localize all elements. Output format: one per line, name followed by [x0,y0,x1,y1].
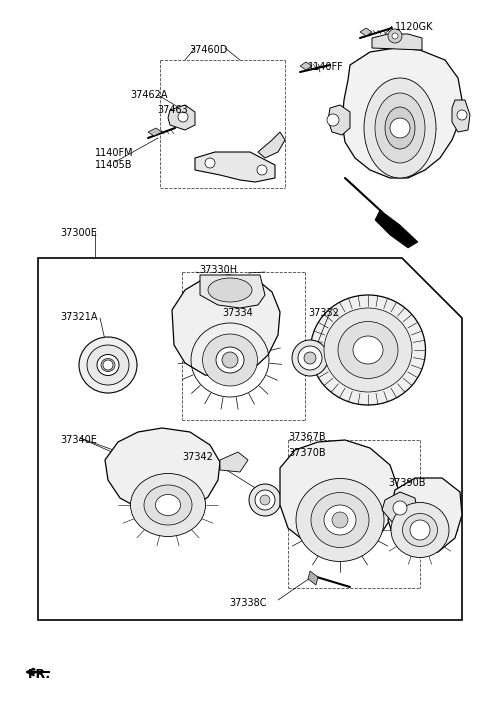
Text: 37460D: 37460D [189,45,227,55]
Circle shape [249,484,281,516]
Circle shape [457,110,467,120]
Ellipse shape [311,493,369,547]
Circle shape [410,520,430,540]
Ellipse shape [208,278,252,302]
Ellipse shape [79,337,137,393]
Text: 37338C: 37338C [229,598,267,608]
Ellipse shape [296,479,384,561]
Polygon shape [200,275,265,308]
Polygon shape [328,105,350,135]
Polygon shape [258,132,285,158]
Ellipse shape [97,354,119,375]
Ellipse shape [385,107,415,149]
Text: 37332: 37332 [308,308,339,318]
Polygon shape [382,492,418,525]
Text: 37340E: 37340E [60,435,97,445]
Circle shape [260,495,270,505]
Ellipse shape [203,334,257,386]
Text: 37300E: 37300E [60,228,97,238]
Polygon shape [300,62,312,70]
Ellipse shape [216,347,244,373]
Polygon shape [195,152,275,182]
Circle shape [298,346,322,370]
Polygon shape [452,100,470,132]
Circle shape [292,340,328,376]
Ellipse shape [353,336,383,364]
Ellipse shape [144,485,192,525]
Ellipse shape [364,78,436,178]
Text: 37342: 37342 [182,452,213,462]
Polygon shape [148,128,162,136]
Polygon shape [220,452,248,472]
Circle shape [392,33,398,39]
Text: 11405B: 11405B [95,160,132,170]
Text: 37321A: 37321A [60,312,97,322]
Text: 37463: 37463 [157,105,188,115]
Circle shape [327,114,339,126]
Text: 1120GK: 1120GK [395,22,433,32]
Ellipse shape [131,474,205,537]
Polygon shape [360,28,372,36]
Ellipse shape [324,505,356,535]
Ellipse shape [403,513,437,547]
Circle shape [390,118,410,138]
Text: FR.: FR. [28,668,51,681]
Circle shape [255,490,275,510]
Text: 1140FF: 1140FF [308,62,344,72]
Text: 37390B: 37390B [388,478,425,488]
Polygon shape [342,48,462,178]
Polygon shape [372,34,422,50]
Polygon shape [38,258,462,620]
Polygon shape [105,428,220,514]
Text: 37370B: 37370B [288,448,325,458]
Circle shape [304,352,316,364]
Polygon shape [168,105,195,130]
Ellipse shape [101,358,115,371]
Circle shape [103,360,113,370]
Ellipse shape [87,345,129,385]
Text: 37334: 37334 [222,308,253,318]
Text: 1140FM: 1140FM [95,148,133,158]
Text: 37462A: 37462A [130,90,168,100]
Ellipse shape [156,494,180,515]
Circle shape [178,112,188,122]
Circle shape [332,512,348,528]
Polygon shape [308,571,318,585]
Ellipse shape [311,295,425,405]
Polygon shape [280,440,398,550]
Ellipse shape [324,308,412,392]
Circle shape [222,352,238,368]
Ellipse shape [375,93,425,163]
Circle shape [388,29,402,43]
Polygon shape [375,210,418,248]
Polygon shape [388,478,462,555]
Circle shape [393,501,407,515]
Circle shape [257,165,267,175]
Ellipse shape [391,503,449,558]
Text: 37367B: 37367B [288,432,325,442]
Text: 37330H: 37330H [199,265,237,275]
Ellipse shape [338,322,398,378]
Polygon shape [172,275,280,378]
Circle shape [205,158,215,168]
